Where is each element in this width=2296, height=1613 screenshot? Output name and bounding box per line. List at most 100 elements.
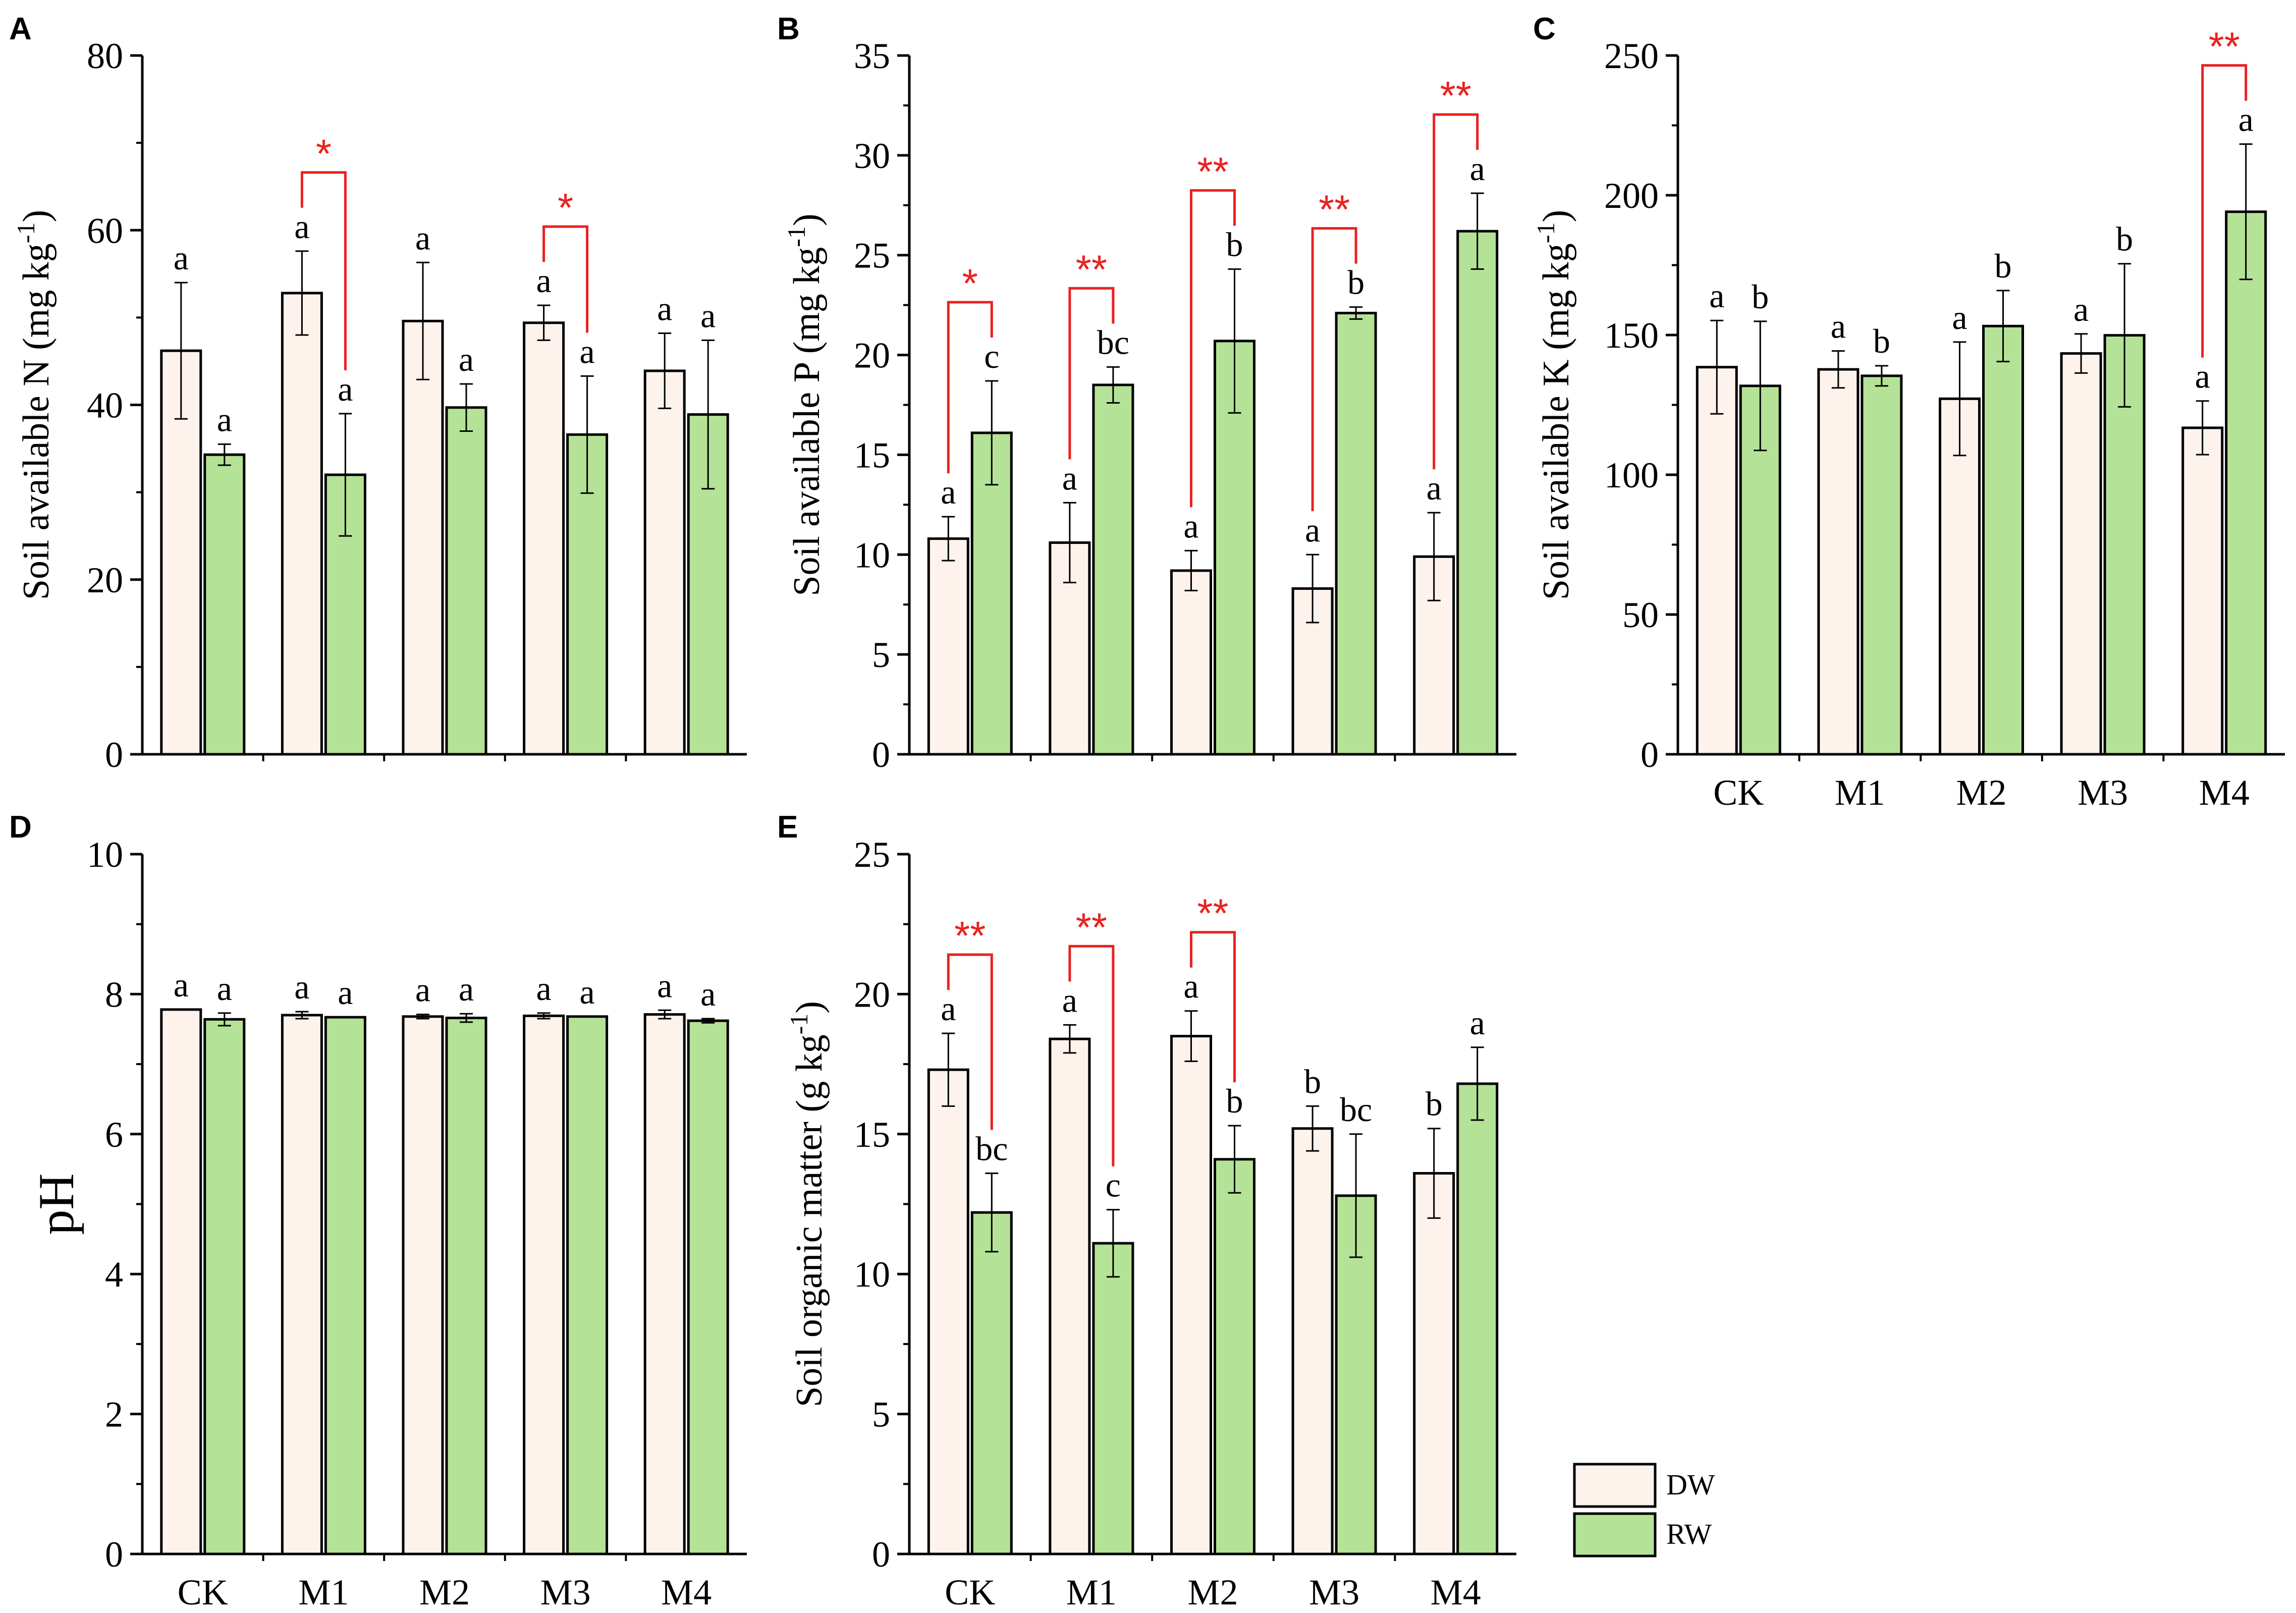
bar-a-m1-dw (281, 292, 323, 756)
panel-e: E 0 5 10 15 20 25 Soil organic matter (g kg-1) C… (777, 810, 1516, 1612)
bar-e-m3-dw (1291, 1127, 1334, 1555)
y-axis-title-end-a: ) (16, 210, 57, 223)
y-tick-label-e-3: 15 (854, 1115, 890, 1155)
letter-label-a-m3-rw: a (580, 332, 595, 370)
bar-e-m1-dw (1049, 1037, 1091, 1555)
panel-letter-d: D (9, 810, 32, 845)
y-tick-label-b-5: 25 (854, 236, 890, 276)
y-tick-label-a-2: 40 (87, 385, 123, 426)
x-category-label-c-m3: M3 (2078, 772, 2128, 813)
bar-b-m4-rw (1456, 230, 1499, 756)
y-axis-title-main-d: pH (28, 1173, 84, 1235)
sig-bracket-a-m1 (300, 171, 347, 370)
y-tick-label-d-3: 6 (105, 1115, 123, 1155)
sig-label-b-m2: ** (1197, 149, 1228, 194)
sig-bracket-e-m2 (1190, 931, 1236, 1083)
letter-label-a-m2-dw: a (415, 218, 430, 257)
bar-c-m1-rw (1861, 374, 1903, 756)
x-category-label-d-m4: M4 (661, 1572, 712, 1612)
sig-bracket-b-m3 (1311, 227, 1357, 512)
letter-label-b-m1-rw: bc (1097, 323, 1129, 361)
letter-label-b-m3-dw: a (1305, 511, 1320, 549)
letter-label-a-m1-rw: a (338, 370, 353, 408)
y-tick-label-a-1: 20 (87, 560, 123, 600)
letter-label-c-m1-rw: b (1873, 322, 1890, 360)
y-tick-label-c-2: 100 (1604, 455, 1659, 495)
x-category-label-d-m1: M1 (298, 1572, 349, 1612)
y-tick-label-d-5: 10 (87, 835, 123, 875)
sig-label-b-m3: ** (1319, 187, 1350, 232)
letter-label-d-m4-dw: a (657, 966, 672, 1005)
y-tick-label-d-2: 4 (105, 1254, 123, 1295)
letter-label-c-m1-dw: a (1831, 307, 1846, 346)
bar-e-m2-dw (1170, 1035, 1212, 1555)
y-axis-title-sup-c: -1 (1532, 223, 1560, 244)
y-axis-title-main-c: Soil available K (mg kg (1536, 243, 1577, 600)
x-category-label-e-m4: M4 (1431, 1572, 1481, 1612)
letter-label-c-m4-rw: a (2238, 100, 2254, 139)
panel-c: C 0 50 100 150 200 250 Soil available K (mg kg-… (1532, 12, 2285, 813)
bar-d-m2-dw (402, 1015, 444, 1555)
bar-c-m4-dw (2181, 426, 2224, 756)
y-tick-label-b-4: 20 (854, 336, 890, 376)
y-axis-title-e: Soil organic matter (g kg-1) (785, 1001, 830, 1407)
letter-label-a-m4-rw: a (700, 296, 716, 335)
letter-label-a-m2-rw: a (459, 340, 474, 378)
letter-label-d-m2-rw: a (459, 970, 474, 1008)
sig-bracket-b-ck (947, 301, 993, 474)
letter-label-d-m4-rw: a (700, 975, 716, 1013)
letter-label-c-m4-dw: a (2195, 357, 2210, 396)
y-tick-label-a-3: 60 (87, 210, 123, 251)
bar-d-m2-rw (445, 1017, 487, 1555)
sig-label-a-m1: * (316, 131, 332, 176)
y-tick-label-b-6: 30 (854, 136, 890, 176)
y-axis-title-sup-b: -1 (782, 226, 810, 247)
y-axis-title-main-e: Soil organic matter (g kg (789, 1034, 830, 1407)
letter-label-b-m1-dw: a (1062, 459, 1077, 497)
letter-label-c-ck-dw: a (1709, 276, 1724, 315)
bar-a-m1-rw (324, 473, 366, 756)
letter-label-c-ck-rw: b (1752, 277, 1769, 316)
bar-b-m2-dw (1170, 569, 1212, 756)
letter-label-a-m1-dw: a (294, 207, 309, 246)
y-axis-title-end-b: ) (786, 213, 828, 226)
y-axis-title-sup-e: -1 (785, 1014, 813, 1035)
x-category-label-d-m3: M3 (540, 1572, 591, 1612)
sig-label-e-ck: ** (954, 913, 986, 958)
bar-a-m4-dw (643, 369, 686, 756)
letter-label-d-m3-rw: a (580, 973, 595, 1011)
x-category-label-c-m4: M4 (2199, 772, 2250, 813)
letter-label-a-ck-dw: a (174, 239, 189, 277)
bar-b-m3-rw (1335, 311, 1377, 756)
letter-label-e-m4-dw: b (1426, 1085, 1443, 1123)
bar-d-m4-dw (643, 1013, 686, 1555)
legend-label-rw: RW (1666, 1518, 1712, 1550)
x-category-label-e-m2: M2 (1187, 1572, 1238, 1612)
bar-c-m2-rw (1982, 324, 2024, 756)
y-tick-label-e-5: 25 (854, 835, 890, 875)
letter-label-d-m1-dw: a (294, 968, 309, 1006)
bar-a-m2-rw (445, 406, 487, 756)
bar-d-m1-rw (324, 1016, 366, 1555)
bar-d-m4-rw (687, 1019, 729, 1555)
sig-bracket-b-m2 (1190, 189, 1236, 508)
sig-label-e-m1: ** (1076, 905, 1107, 950)
letter-label-e-m2-dw: a (1183, 967, 1198, 1006)
bar-e-m1-rw (1092, 1242, 1134, 1555)
x-category-label-d-m2: M2 (419, 1572, 470, 1612)
letter-label-b-m3-rw: b (1347, 263, 1364, 302)
sig-label-a-m3: * (558, 185, 573, 230)
bar-a-ck-rw (203, 453, 246, 756)
y-tick-label-a-4: 80 (87, 36, 123, 76)
letter-label-e-ck-rw: bc (975, 1129, 1008, 1167)
bar-e-m4-dw (1413, 1172, 1455, 1555)
letter-label-a-m4-dw: a (657, 290, 672, 328)
sig-label-b-m4: ** (1440, 73, 1471, 118)
legend-swatch-dw (1573, 1463, 1657, 1508)
bar-e-m4-rw (1456, 1082, 1499, 1555)
y-tick-label-b-3: 15 (854, 435, 890, 475)
letter-label-e-m2-rw: b (1226, 1082, 1243, 1120)
x-category-label-c-ck: CK (1713, 772, 1764, 813)
sig-bracket-b-m4 (1433, 113, 1479, 470)
